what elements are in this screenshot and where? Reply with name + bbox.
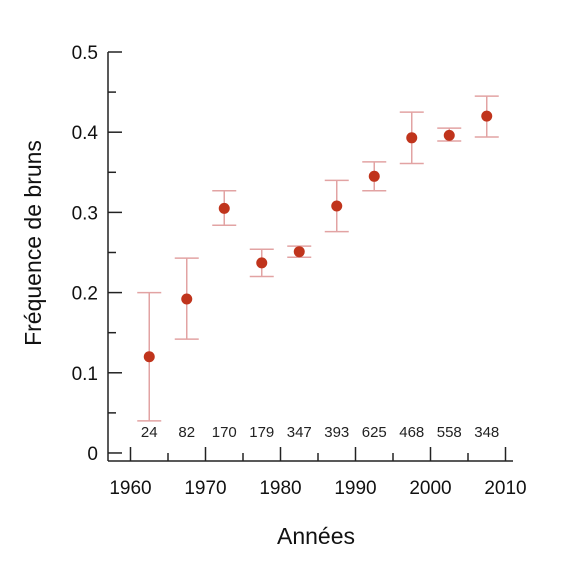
y-tick-label: 0.2 — [72, 284, 98, 305]
y-tick-label: 0.4 — [72, 123, 99, 144]
error-bars — [137, 95, 499, 422]
data-point — [443, 129, 455, 141]
data-point — [331, 200, 343, 212]
sample-size-label: 179 — [249, 424, 274, 441]
y-axis-title: Fréquence de bruns — [20, 140, 46, 346]
x-tick-label: 1960 — [109, 478, 151, 499]
sample-size-labels: 24 82 170 179 347 393 625 468 558 348 — [141, 424, 499, 441]
sample-size-label: 24 — [141, 424, 158, 441]
x-tick-label: 2000 — [409, 478, 451, 499]
data-points — [143, 110, 493, 363]
y-tick-label: 0.3 — [72, 203, 98, 224]
y-tick-label: 0.5 — [72, 43, 98, 64]
sample-size-label: 558 — [437, 424, 462, 441]
data-point — [218, 202, 230, 214]
x-tick-label: 1990 — [334, 478, 376, 499]
axes: 0 0.1 0.2 0.3 0.4 0.5 1960 1970 1980 1990 2000 2010 — [72, 43, 527, 499]
sample-size-label: 468 — [399, 424, 424, 441]
x-tick-label: 2010 — [484, 478, 526, 499]
data-point — [181, 293, 193, 305]
y-tick-label: 0 — [87, 444, 98, 465]
data-point — [481, 110, 493, 122]
data-point — [368, 170, 380, 182]
data-point — [256, 257, 268, 269]
x-tick-label: 1980 — [259, 478, 301, 499]
x-tick-label: 1970 — [184, 478, 226, 499]
y-tick-label: 0.1 — [72, 364, 98, 385]
data-point — [293, 246, 305, 258]
sample-size-label: 347 — [287, 424, 312, 441]
sample-size-label: 625 — [362, 424, 387, 441]
data-point — [406, 132, 418, 144]
sample-size-label: 170 — [212, 424, 237, 441]
sample-size-label: 393 — [324, 424, 349, 441]
sample-size-label: 82 — [178, 424, 195, 441]
data-point — [143, 351, 155, 363]
x-axis-title: Années — [277, 523, 355, 549]
sample-size-label: 348 — [474, 424, 499, 441]
